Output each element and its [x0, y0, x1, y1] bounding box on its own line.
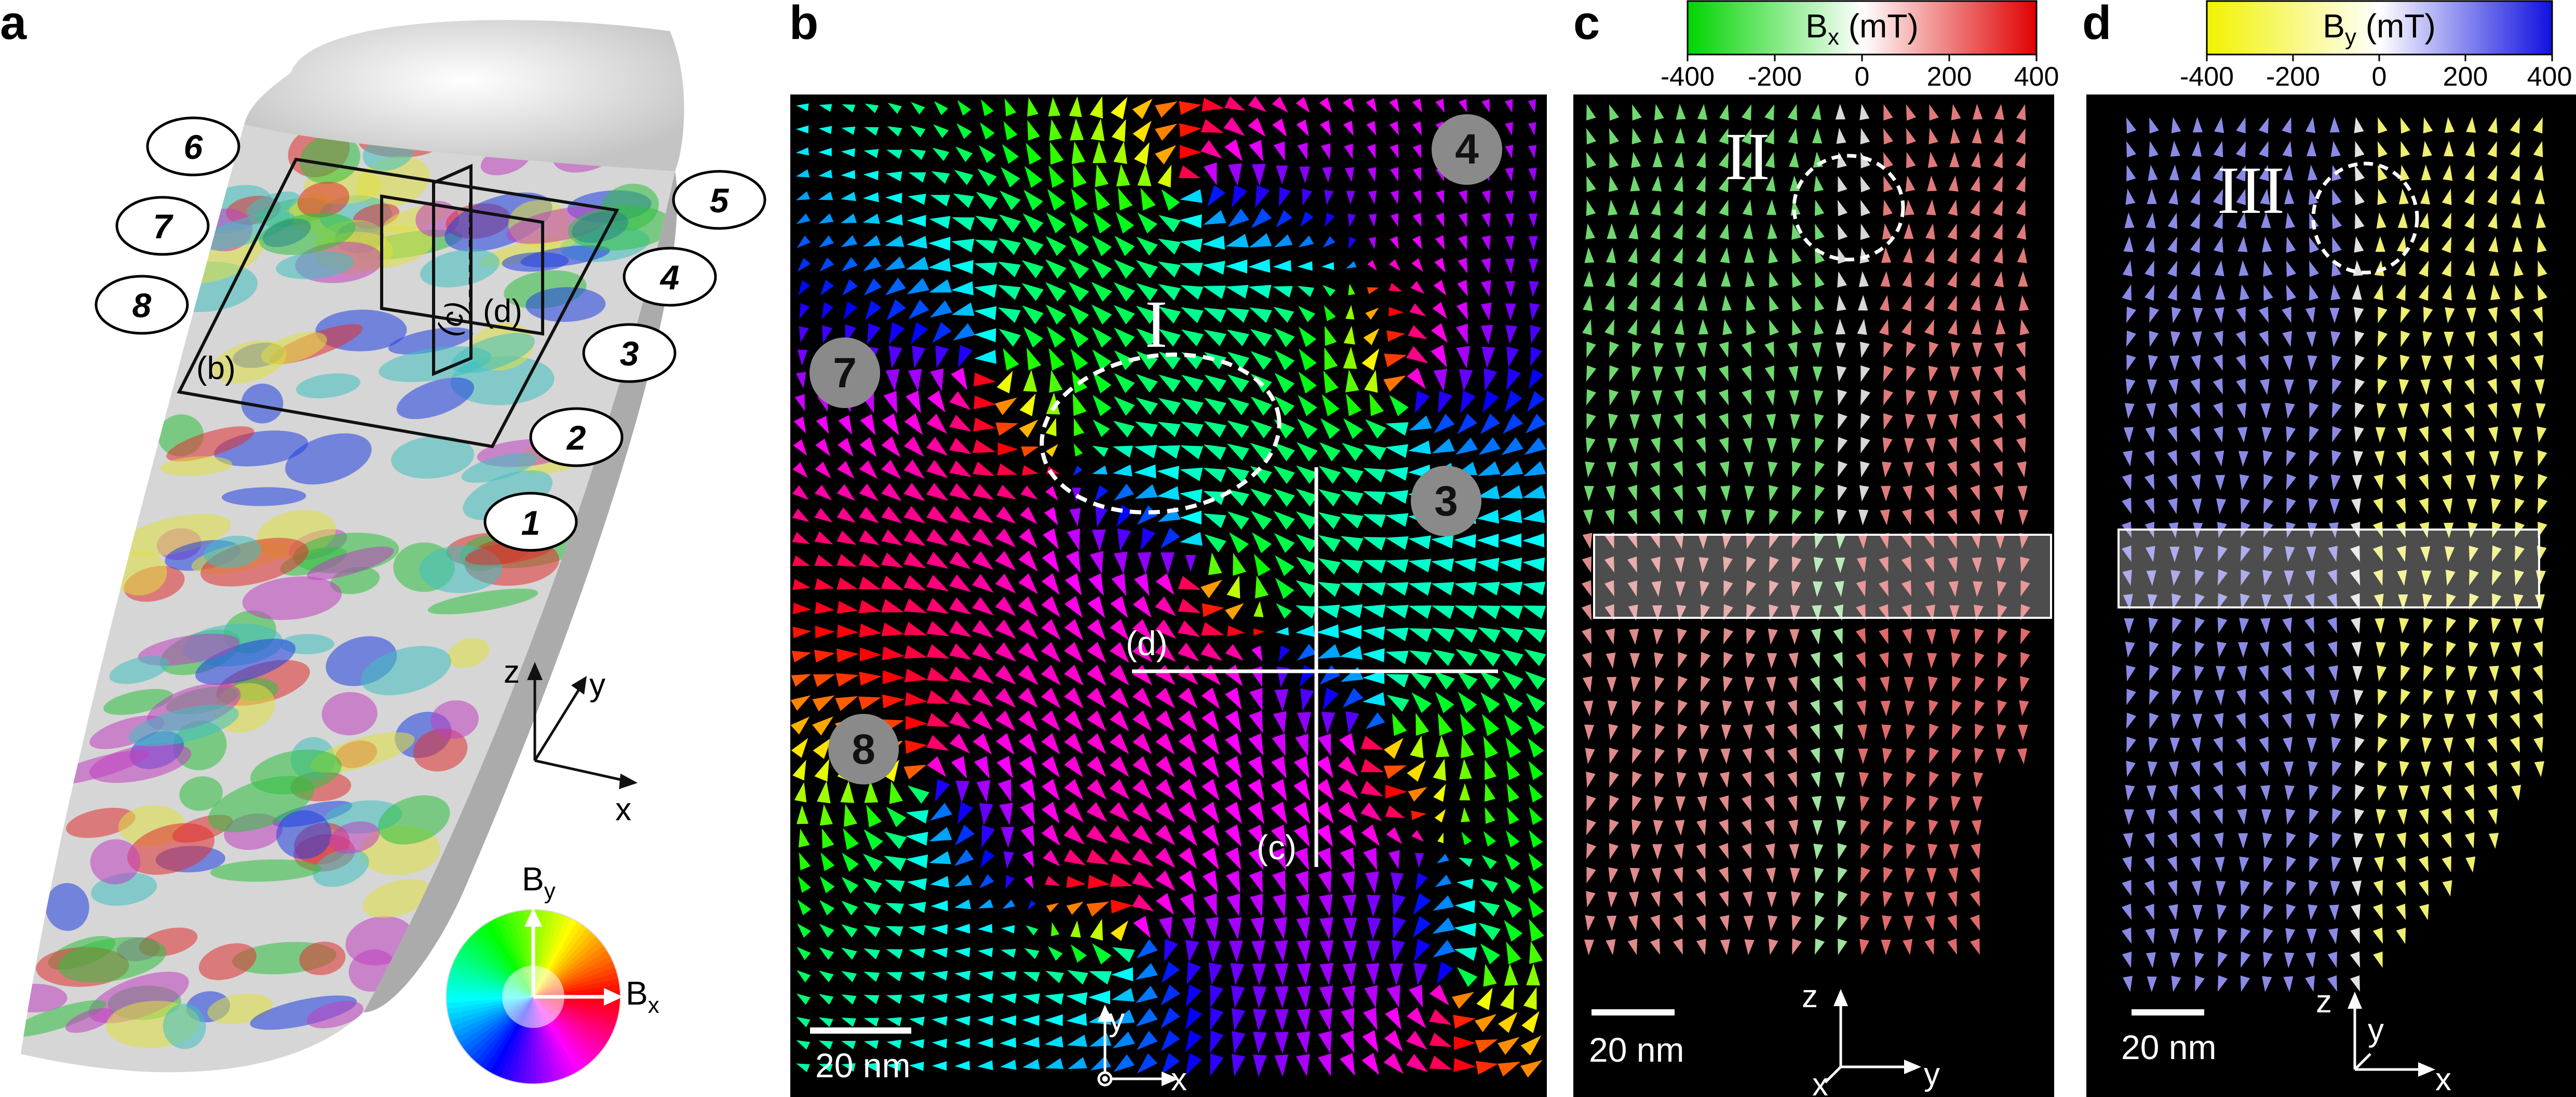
scalebar-d-label: 20 nm [2121, 1028, 2216, 1066]
svg-text:4: 4 [1455, 126, 1479, 173]
scalebar-b-label: 20 nm [815, 1046, 910, 1085]
marker-5: 5 [672, 170, 766, 230]
region-I-outline [1040, 353, 1282, 514]
svg-text:7: 7 [833, 349, 857, 397]
colorbar-d-ticks [2206, 55, 2553, 61]
colorbar-d-tick-3: 200 [2443, 62, 2488, 92]
panel-b: b I (d) (c) 4 7 3 8 20 nm y x [789, 0, 1547, 1097]
axis-x-d: x [2435, 1062, 2451, 1097]
axis-z-a: z [504, 654, 520, 690]
axis-x-b: x [1171, 1062, 1187, 1097]
svg-text:1: 1 [521, 504, 541, 542]
axes-b [1097, 1005, 1179, 1087]
vector-field-c [1581, 104, 2031, 955]
svg-text:3: 3 [1434, 478, 1458, 525]
panel-label-b: b [789, 0, 818, 49]
axis-y-a: y [589, 667, 605, 703]
color-wheel [446, 908, 623, 1085]
colorbar-c-tick-2: 0 [1855, 62, 1870, 92]
scalebar-c-label: 20 nm [1589, 1031, 1684, 1069]
marker-8: 8 [95, 275, 189, 335]
panel-a: a (b) (c) (d) 1 2 3 4 5 6 7 8 [0, 0, 766, 1085]
marker-b-8: 8 [828, 714, 899, 784]
svg-text:5: 5 [710, 181, 730, 220]
axis-y-d: y [2368, 1012, 2384, 1048]
panel-label-c: c [1573, 0, 1600, 49]
slice-label-c-b: (c) [1257, 828, 1297, 866]
axes-c [1824, 989, 1921, 1084]
colorbar-c-label: Bx (mT) [1805, 7, 1919, 50]
region-III-label: III [2217, 153, 2285, 228]
marker-b-3: 3 [1411, 466, 1481, 536]
svg-text:8: 8 [852, 726, 875, 773]
marker-1: 1 [483, 492, 578, 552]
vector-field-b [790, 96, 1546, 1078]
colorbar-d-tick-1: -200 [2266, 62, 2320, 92]
tip-cap [244, 20, 684, 172]
axis-z-c: z [1802, 979, 1818, 1014]
slice-label-b: (b) [196, 350, 236, 386]
slice-crosshair-b [1132, 467, 1498, 867]
colorbar-c [1687, 0, 2038, 56]
marker-7: 7 [115, 196, 210, 256]
panel-c: c Bx (mT) -400 -200 0 200 400 II 20 nm z… [1573, 0, 2059, 1097]
colorbar-d-label: By (mT) [2323, 7, 2436, 50]
marker-3: 3 [582, 323, 677, 383]
colorbar-d-tick-2: 0 [2372, 62, 2387, 92]
svg-text:2: 2 [566, 418, 586, 457]
marker-6: 6 [146, 116, 240, 177]
panel-label-a: a [0, 0, 27, 49]
svg-text:3: 3 [620, 334, 639, 373]
colorbar-c-tick-4: 400 [2014, 62, 2059, 92]
colorbar-c-tick-1: -200 [1748, 62, 1802, 92]
marker-2: 2 [529, 407, 624, 467]
region-II-label: II [1725, 119, 1770, 194]
panel-label-d: d [2082, 0, 2111, 49]
colorbar-c-ticks [1687, 55, 2038, 61]
colorwheel-bx-label: Bx [626, 974, 659, 1018]
colorbar-c-tick-3: 200 [1927, 62, 1972, 92]
marker-b-4: 4 [1432, 114, 1502, 185]
axis-z-d: z [2316, 984, 2332, 1020]
colorbar-d-tick-4: 400 [2527, 62, 2572, 92]
colorwheel-by-label: By [522, 860, 556, 904]
axis-x-a: x [615, 792, 631, 828]
axis-y-b: y [1109, 1002, 1125, 1038]
slice-label-d: (d) [483, 293, 522, 329]
line-profile-box-d [2118, 529, 2540, 608]
region-II-outline [1792, 154, 1905, 262]
colorbar-d-tick-0: -400 [2180, 62, 2234, 92]
axes-d [2348, 992, 2435, 1077]
marker-4: 4 [623, 247, 717, 307]
slice-label-d-b: (d) [1126, 624, 1168, 662]
region-III-outline [2311, 161, 2419, 275]
region-I-label: I [1145, 287, 1167, 362]
line-profile-box-c [1593, 534, 2052, 619]
axis-y-c: y [1924, 1057, 1940, 1092]
svg-text:4: 4 [659, 258, 680, 296]
svg-text:6: 6 [184, 128, 204, 166]
svg-text:8: 8 [132, 286, 152, 324]
slice-frames [177, 157, 619, 449]
colorbar-c-tick-0: -400 [1661, 62, 1715, 92]
axis-x-c: x [1812, 1067, 1828, 1097]
panel-d: d By (mT) -400 -200 0 200 400 III 20 nm … [2082, 0, 2576, 1097]
marker-b-7: 7 [810, 337, 880, 408]
axes-triad-a [527, 662, 638, 789]
svg-text:7: 7 [153, 207, 174, 246]
